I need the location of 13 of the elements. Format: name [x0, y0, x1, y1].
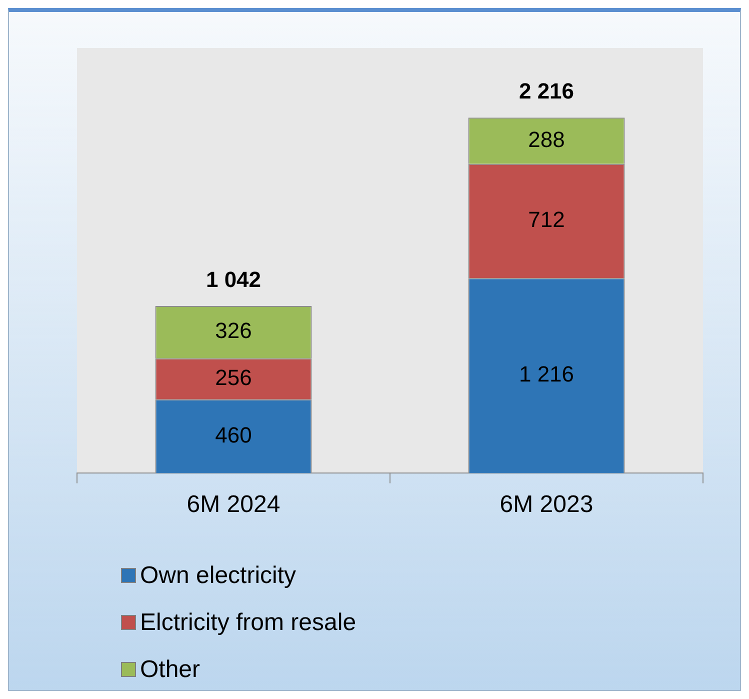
legend-label: Other: [140, 656, 200, 684]
total-label: 2 216: [518, 78, 574, 104]
data-label: 288: [528, 126, 565, 152]
data-label: 460: [215, 422, 252, 448]
x-tick-label: 6M 2024: [186, 491, 280, 518]
legend-label: Own electricity: [140, 562, 296, 590]
data-label: 256: [215, 364, 252, 390]
legend-label: Elctricity from resale: [140, 608, 356, 636]
total-label: 1 042: [206, 267, 262, 292]
data-label: 326: [215, 318, 252, 344]
data-label: 712: [528, 207, 565, 232]
data-label: 1 216: [518, 362, 574, 387]
x-tick-label: 6M 2023: [500, 491, 594, 518]
